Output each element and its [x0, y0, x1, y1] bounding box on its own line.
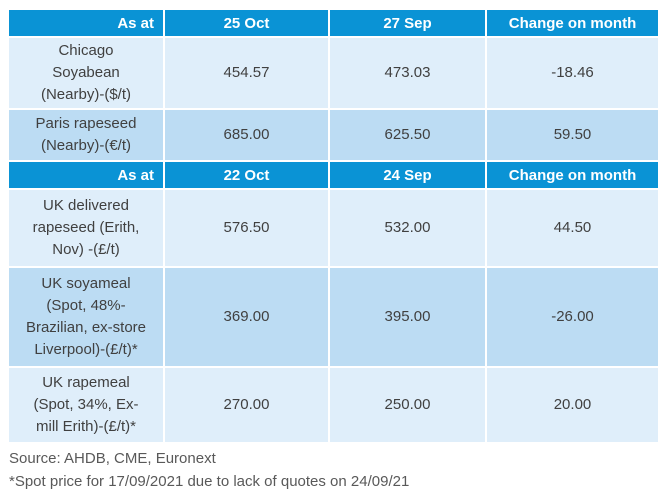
change-value: -18.46: [485, 36, 660, 110]
source-note: Source: AHDB, CME, Euronext: [9, 450, 216, 467]
row-label: UK soyameal (Spot, 48%- Brazilian, ex-st…: [7, 266, 165, 368]
row-label: Paris rapeseed (Nearby)-(€/t): [7, 108, 165, 162]
row-label: UK delivered rapeseed (Erith, Nov) -(£/t…: [7, 188, 165, 268]
table-row-paris-rapeseed: Paris rapeseed (Nearby)-(€/t) 685.00 625…: [7, 108, 660, 162]
change-value: -26.00: [485, 266, 660, 368]
change-value: 59.50: [485, 108, 660, 162]
current-price-value: 270.00: [163, 366, 330, 444]
change-value: 44.50: [485, 188, 660, 268]
current-date-header: 22 Oct: [163, 160, 330, 190]
current-price-value: 454.57: [163, 36, 330, 110]
current-price-value: 369.00: [163, 266, 330, 368]
current-price-value: 576.50: [163, 188, 330, 268]
change-value: 20.00: [485, 366, 660, 444]
previous-price-value: 625.50: [328, 108, 487, 162]
previous-price-value: 250.00: [328, 366, 487, 444]
as-at-header: As at: [7, 160, 165, 190]
table-row-uk-soyameal: UK soyameal (Spot, 48%- Brazilian, ex-st…: [7, 266, 660, 368]
commodity-price-table: As at 25 Oct 27 Sep Change on month Chic…: [7, 8, 660, 444]
section1-header-row: As at 25 Oct 27 Sep Change on month: [7, 8, 660, 38]
as-at-header: As at: [7, 8, 165, 38]
previous-price-value: 532.00: [328, 188, 487, 268]
section2-header-row: As at 22 Oct 24 Sep Change on month: [7, 160, 660, 190]
previous-date-header: 24 Sep: [328, 160, 487, 190]
table-row-uk-rapemeal: UK rapemeal (Spot, 34%, Ex- mill Erith)-…: [7, 366, 660, 444]
current-price-value: 685.00: [163, 108, 330, 162]
change-on-month-header: Change on month: [485, 8, 660, 38]
previous-price-value: 395.00: [328, 266, 487, 368]
row-label: UK rapemeal (Spot, 34%, Ex- mill Erith)-…: [7, 366, 165, 444]
table-footer: Source: AHDB, CME, Euronext *Spot price …: [7, 444, 666, 493]
previous-date-header: 27 Sep: [328, 8, 487, 38]
previous-price-value: 473.03: [328, 36, 487, 110]
table-row-uk-delivered-rapeseed: UK delivered rapeseed (Erith, Nov) -(£/t…: [7, 188, 660, 268]
current-date-header: 25 Oct: [163, 8, 330, 38]
row-label: Chicago Soyabean (Nearby)-($/t): [7, 36, 165, 110]
footnote: *Spot price for 17/09/2021 due to lack o…: [9, 473, 410, 490]
change-on-month-header: Change on month: [485, 160, 660, 190]
table-row-chicago-soyabean: Chicago Soyabean (Nearby)-($/t) 454.57 4…: [7, 36, 660, 110]
